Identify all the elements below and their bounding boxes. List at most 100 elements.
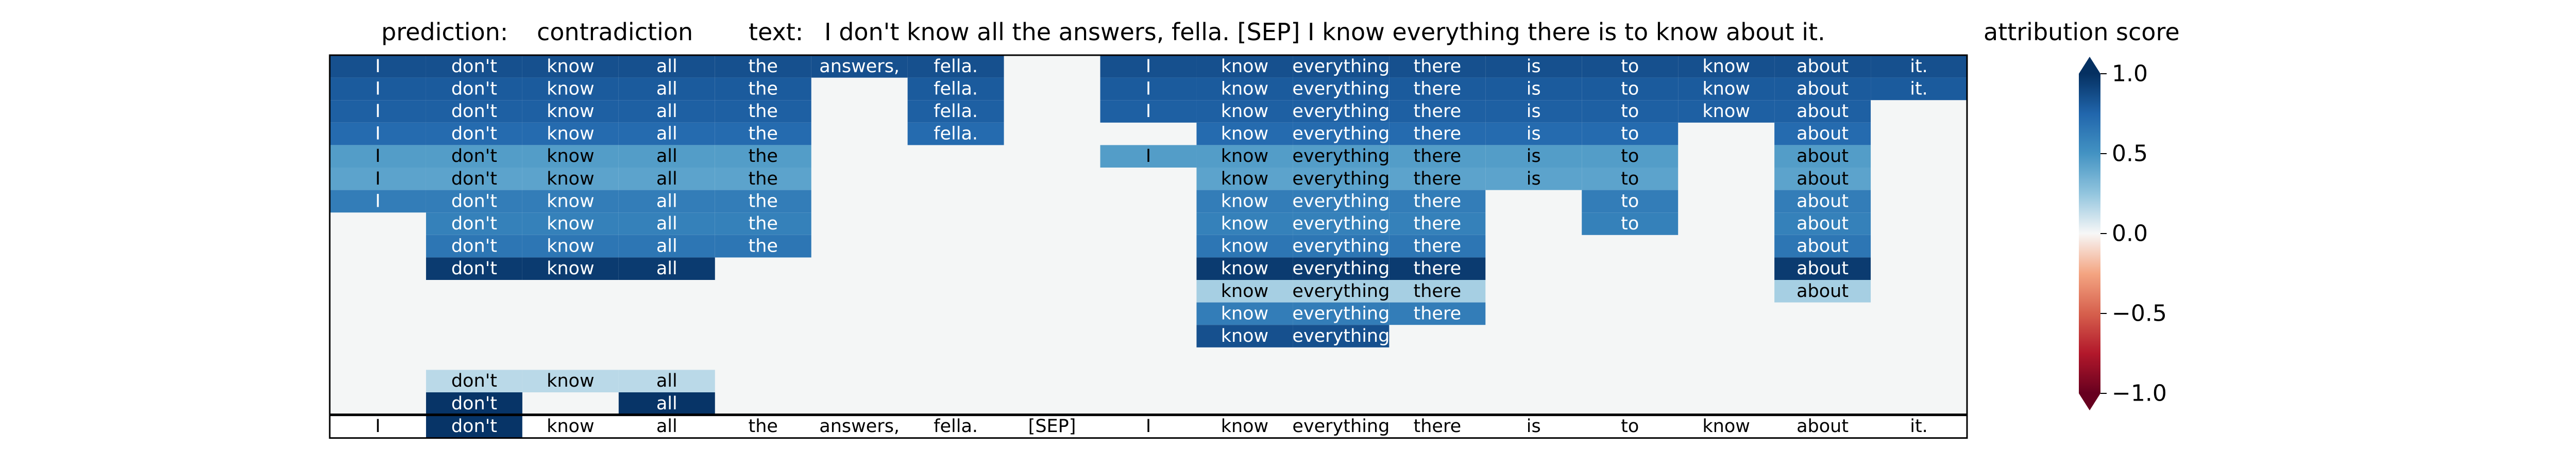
cell-token-label: all	[656, 213, 677, 234]
cell-token-label: the	[749, 213, 778, 234]
heatmap-cell	[1678, 77, 1775, 101]
heatmap-cell	[1389, 100, 1486, 123]
cell-token-label: about	[1797, 146, 1849, 167]
heatmap-cell	[1196, 168, 1293, 190]
cell-token-label: to	[1621, 124, 1639, 144]
cell-token-label: don't	[451, 78, 497, 99]
heatmap-cell	[1678, 55, 1775, 78]
heatmap-cell	[1582, 100, 1679, 123]
cell-token-label: don't	[451, 124, 497, 144]
heatmap-cell	[1389, 145, 1486, 168]
cell-token-label: don't	[451, 191, 497, 211]
reference-token-label: everything	[1292, 416, 1389, 437]
cell-token-label: there	[1414, 303, 1462, 324]
heatmap-cell	[1100, 100, 1197, 123]
cell-token-label: know	[547, 236, 595, 257]
cell-token-label: about	[1797, 213, 1849, 234]
cell-token-label: all	[656, 101, 677, 122]
cell-token-label: to	[1621, 56, 1639, 77]
heatmap-cell	[522, 212, 619, 235]
colorbar-tick-label: 1.0	[2112, 61, 2148, 87]
reference-cell	[1871, 415, 1967, 438]
heatmap-cell	[715, 212, 811, 235]
colorbar-tick-label: 0.5	[2112, 141, 2148, 167]
heatmap-cell	[1293, 212, 1389, 235]
heatmap-cell	[618, 145, 715, 168]
colorbar: 1.0 0.5 0.0 −0.5 −1.0	[2079, 57, 2167, 410]
heatmap-cell	[1774, 190, 1871, 213]
cell-token-label: is	[1527, 169, 1541, 189]
heatmap-cell	[1485, 55, 1582, 78]
heatmap-cell	[1100, 77, 1197, 101]
cell-token-label: everything	[1292, 146, 1389, 167]
heatmap-cell	[1582, 212, 1679, 235]
heatmap-cell	[522, 122, 619, 145]
heatmap-cell	[1582, 190, 1679, 213]
heatmap-cell	[522, 55, 619, 78]
heatmap-cell	[426, 370, 522, 392]
prediction-label: prediction:	[381, 18, 508, 46]
cell-token-label: there	[1414, 169, 1462, 189]
cell-token-label: I	[375, 124, 380, 144]
heatmap-cell	[1100, 145, 1197, 168]
reference-token-label: I	[1146, 416, 1151, 437]
heatmap-frame	[329, 54, 1968, 439]
cell-token-label: the	[749, 56, 778, 77]
cell-token-label: know	[1702, 56, 1750, 77]
cell-token-label: all	[656, 393, 677, 414]
cell-token-label: everything	[1292, 281, 1389, 302]
cell-token-label: all	[656, 236, 677, 257]
reference-token-label: fella.	[934, 416, 978, 437]
reference-cell	[1485, 415, 1582, 438]
heatmap-cell	[1196, 145, 1293, 168]
cell-token-label: know	[1221, 258, 1269, 279]
reference-token-label: [SEP]	[1028, 416, 1076, 437]
reference-token-label: don't	[451, 416, 497, 437]
cell-token-label: know	[547, 101, 595, 122]
cell-token-label: I	[375, 78, 380, 99]
cell-token-label: there	[1414, 56, 1462, 77]
heatmap-cell	[1871, 55, 1967, 78]
cell-token-label: know	[1221, 56, 1269, 77]
heatmap-cell	[1293, 55, 1389, 78]
reference-cell	[1389, 415, 1486, 438]
heatmap-cell	[1389, 122, 1486, 145]
heatmap-cell	[1293, 325, 1389, 347]
heatmap-cell	[715, 77, 811, 101]
heatmap-cell	[426, 235, 522, 258]
heatmap-cell	[1293, 190, 1389, 213]
heatmap-cell	[907, 122, 1004, 145]
cell-token-label: there	[1414, 146, 1462, 167]
heatmap-cell	[715, 145, 811, 168]
heatmap-cell	[522, 370, 619, 392]
cell-token-label: about	[1797, 56, 1849, 77]
cell-token-label: all	[656, 169, 677, 189]
cell-token-label: the	[749, 146, 778, 167]
cell-token-label: to	[1621, 78, 1639, 99]
cell-token-label: about	[1797, 191, 1849, 211]
cell-token-label: all	[656, 124, 677, 144]
heatmap-cell	[907, 55, 1004, 78]
reference-token-label: there	[1414, 416, 1462, 437]
reference-token-label: know	[547, 416, 595, 437]
cell-token-label: there	[1414, 191, 1462, 211]
heatmap-cell	[330, 122, 426, 145]
heatmap-cell	[522, 145, 619, 168]
cell-token-label: there	[1414, 281, 1462, 302]
cell-token-label: everything	[1292, 169, 1389, 189]
reference-cell	[330, 415, 426, 438]
cell-token-label: I	[1146, 78, 1151, 99]
heatmap-cell	[1582, 77, 1679, 101]
reference-cell	[715, 415, 811, 438]
cell-token-label: I	[375, 146, 380, 167]
cell-token-label: I	[375, 56, 380, 77]
heatmap-cell	[1196, 190, 1293, 213]
cell-token-label: everything	[1292, 191, 1389, 211]
cell-token-label: I	[1146, 101, 1151, 122]
heatmap-cell	[1196, 302, 1293, 325]
heatmap-cell	[715, 55, 811, 78]
heatmap-cell	[618, 235, 715, 258]
cell-token-label: don't	[451, 393, 497, 414]
cell-token-label: is	[1527, 78, 1541, 99]
